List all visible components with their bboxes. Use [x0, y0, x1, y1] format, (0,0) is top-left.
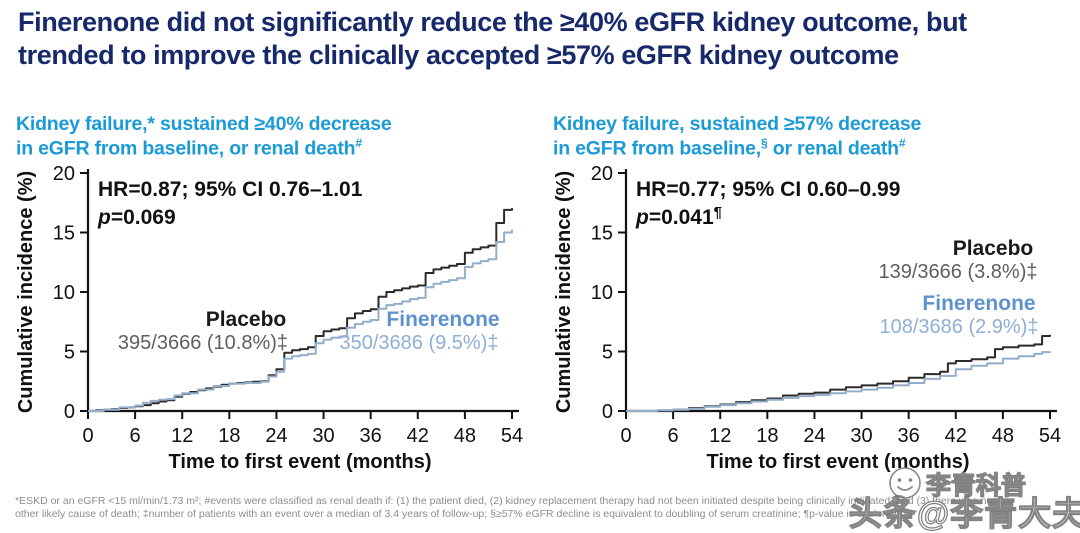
y-tick-label: 0 — [64, 401, 75, 423]
x-tick-label: 6 — [130, 425, 141, 447]
watermark-face-icon — [889, 467, 921, 499]
series-curve-placebo — [626, 334, 1051, 412]
right-chart-title-line2: in eGFR from baseline, — [553, 137, 761, 160]
p-annotation: p=0.069 — [97, 206, 176, 229]
right-chart-title-sup1: § — [760, 136, 768, 150]
y-axis-label: Cumulative incidence (%) — [15, 171, 37, 413]
left-chart-title-line1: Kidney failure,* sustained ≥40% decrease — [16, 113, 392, 135]
x-axis-label: Time to first event (months) — [169, 451, 432, 473]
series-label-placebo: Placebo — [953, 237, 1034, 260]
x-tick-label: 6 — [668, 425, 679, 447]
series-value-placebo: 395/3666 (10.8%)‡ — [118, 332, 288, 354]
y-tick-label: 10 — [591, 282, 613, 304]
y-tick-label: 15 — [591, 223, 613, 245]
series-value-finerenone: 350/3686 (9.5%)‡ — [339, 332, 498, 354]
watermark-logo-text: 李青科普 — [925, 471, 1027, 500]
x-tick-label: 36 — [898, 425, 920, 447]
x-tick-label: 42 — [945, 425, 967, 447]
y-tick-label: 20 — [53, 163, 75, 185]
series-value-finerenone: 108/3686 (2.9%)‡ — [879, 316, 1038, 338]
x-tick-label: 36 — [360, 425, 382, 447]
right-chart-title-sup2: # — [898, 136, 906, 150]
page-title: Finerenone did not significantly reduce … — [18, 6, 1070, 72]
series-curve-finerenone — [626, 351, 1051, 412]
y-tick-label: 5 — [64, 342, 75, 364]
y-tick-label: 0 — [602, 401, 613, 423]
y-tick-label: 20 — [591, 163, 613, 185]
series-value-placebo: 139/3666 (3.8%)‡ — [878, 261, 1037, 283]
x-tick-label: 18 — [218, 425, 240, 447]
page-title-line1: Finerenone did not significantly reduce … — [18, 7, 967, 37]
hr-annotation: HR=0.77; 95% CI 0.60–0.99 — [636, 178, 900, 201]
y-tick-label: 10 — [53, 282, 75, 304]
x-tick-label: 24 — [265, 425, 287, 447]
watermark-byline: 头条@李青大夫 — [848, 494, 1080, 532]
x-tick-label: 30 — [312, 425, 334, 447]
x-tick-label: 30 — [850, 425, 872, 447]
x-tick-label: 12 — [171, 425, 193, 447]
x-tick-label: 18 — [756, 425, 778, 447]
left-chart: 0 5 10 15 20 0 6 12 18 24 30 36 42 48 54 Time to first … — [15, 163, 523, 473]
x-tick-label: 0 — [82, 425, 93, 447]
x-tick-label: 0 — [620, 425, 631, 447]
series-label-finerenone: Finerenone — [386, 308, 499, 331]
p-annotation: p=0.041¶ — [635, 204, 722, 229]
series-label-placebo: Placebo — [206, 308, 287, 331]
x-tick-label: 48 — [454, 425, 476, 447]
x-tick-label: 12 — [709, 425, 731, 447]
x-tick-label: 54 — [501, 425, 523, 447]
y-axis-label: Cumulative incidence (%) — [553, 171, 575, 413]
right-chart-title-line2b: or renal death — [767, 137, 899, 160]
right-chart-title: Kidney failure, sustained ≥57% decrease … — [553, 113, 1073, 161]
hr-annotation: HR=0.87; 95% CI 0.76–1.01 — [98, 178, 363, 201]
x-tick-label: 48 — [992, 425, 1014, 447]
series-label-finerenone: Finerenone — [922, 292, 1035, 315]
footnote-line2: other likely cause of death; ‡number of … — [15, 508, 909, 521]
x-tick-label: 42 — [407, 425, 429, 447]
left-chart-title-sup1: # — [355, 136, 362, 150]
page-title-line2: trended to improve the clinically accept… — [18, 39, 899, 70]
y-tick-label: 15 — [53, 223, 75, 245]
y-tick-label: 5 — [602, 342, 613, 364]
x-tick-label: 54 — [1039, 425, 1061, 447]
footnote-line1: *ESKD or an eGFR <15 ml/min/1.73 m²; #ev… — [15, 495, 993, 507]
left-chart-title-line2: in eGFR from baseline, or renal death — [16, 137, 356, 160]
footnote: *ESKD or an eGFR <15 ml/min/1.73 m²; #ev… — [15, 495, 1075, 521]
x-tick-label: 24 — [803, 425, 825, 447]
right-chart-title-line1: Kidney failure, sustained ≥57% decrease — [553, 113, 922, 135]
series-curve-finerenone — [88, 229, 513, 412]
left-chart-title: Kidney failure,* sustained ≥40% decrease… — [16, 113, 536, 161]
